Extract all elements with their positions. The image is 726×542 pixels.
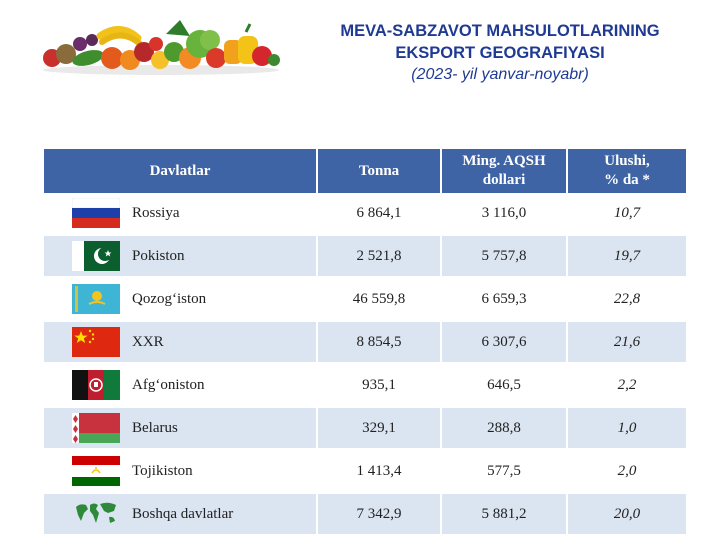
share-cell: 10,7 (568, 193, 686, 233)
country-name: Tojikiston (132, 462, 193, 479)
header-tonnes: Tonna (318, 149, 442, 193)
china-flag-icon (72, 327, 120, 357)
country-cell: Pokiston (44, 233, 318, 276)
kazakhstan-flag-icon (72, 284, 120, 314)
country-name: XXR (132, 333, 164, 350)
share-cell: 1,0 (568, 405, 686, 448)
usd-cell: 577,5 (442, 448, 568, 491)
header-share: Ulushi,% da * (568, 149, 686, 193)
title-line-2: EKSPORT GEOGRAFIYASI (395, 44, 605, 62)
tonnes-cell: 935,1 (318, 362, 442, 405)
country-cell: Tojikiston (44, 448, 318, 491)
usd-cell: 5 881,2 (442, 491, 568, 534)
subtitle: (2023- yil yanvar-noyabr) (411, 66, 589, 83)
country-cell: Boshqa davlatlar (44, 491, 318, 534)
country-name: Afg‘oniston (132, 376, 205, 393)
tonnes-cell: 46 559,8 (318, 276, 442, 319)
tonnes-cell: 6 864,1 (318, 193, 442, 233)
country-name: Rossiya (132, 204, 180, 221)
table-row: Tojikiston 1 413,4 577,5 2,0 (44, 448, 686, 491)
russia-flag-icon (72, 198, 120, 228)
title-block: MEVA-SABZAVOT MAHSULOTLARINING EKSPORT G… (300, 20, 700, 86)
share-cell: 2,0 (568, 448, 686, 491)
share-cell: 2,2 (568, 362, 686, 405)
country-cell: Qozog‘iston (44, 276, 318, 319)
country-cell: Belarus (44, 405, 318, 448)
table-row: XXR 8 854,5 6 307,6 21,6 (44, 319, 686, 362)
world-map-icon (76, 502, 116, 523)
table-row: Qozog‘iston 46 559,8 6 659,3 22,8 (44, 276, 686, 319)
header-country: Davlatlar (44, 149, 318, 193)
country-cell: XXR (44, 319, 318, 362)
title-line-1: MEVA-SABZAVOT MAHSULOTLARINING (340, 22, 660, 40)
usd-cell: 6 307,6 (442, 319, 568, 362)
tonnes-cell: 2 521,8 (318, 233, 442, 276)
usd-cell: 3 116,0 (442, 193, 568, 233)
belarus-flag-icon (72, 413, 120, 443)
share-cell: 21,6 (568, 319, 686, 362)
usd-cell: 5 757,8 (442, 233, 568, 276)
table-row: Afg‘oniston 935,1 646,5 2,2 (44, 362, 686, 405)
usd-cell: 6 659,3 (442, 276, 568, 319)
country-name: Belarus (132, 419, 178, 436)
pakistan-flag-icon (72, 241, 120, 271)
usd-cell: 646,5 (442, 362, 568, 405)
afghanistan-flag-icon (72, 370, 120, 400)
share-cell: 22,8 (568, 276, 686, 319)
country-cell: Rossiya (44, 193, 318, 233)
table-header-row: Davlatlar Tonna Ming. AQSH dollari Ulushi… (44, 149, 686, 193)
share-cell: 19,7 (568, 233, 686, 276)
header-usd: Ming. AQSH dollari (442, 149, 568, 193)
table-row: Boshqa davlatlar 7 342,9 5 881,2 20,0 (44, 491, 686, 534)
country-name: Qozog‘iston (132, 290, 207, 307)
tonnes-cell: 8 854,5 (318, 319, 442, 362)
share-cell: 20,0 (568, 491, 686, 534)
country-name: Boshqa davlatlar (132, 505, 234, 522)
tonnes-cell: 329,1 (318, 405, 442, 448)
tonnes-cell: 1 413,4 (318, 448, 442, 491)
table-row: Pokiston 2 521,8 5 757,8 19,7 (44, 233, 686, 276)
fruits-vegetables-banner (43, 20, 280, 75)
country-name: Pokiston (132, 247, 185, 264)
tajikistan-flag-icon (72, 456, 120, 486)
export-table: Davlatlar Tonna Ming. AQSH dollari Ulushi… (44, 149, 686, 534)
tonnes-cell: 7 342,9 (318, 491, 442, 534)
usd-cell: 288,8 (442, 405, 568, 448)
table-row: Rossiya 6 864,1 3 116,0 10,7 (44, 193, 686, 233)
table-row: Belarus 329,1 288,8 1,0 (44, 405, 686, 448)
country-cell: Afg‘oniston (44, 362, 318, 405)
